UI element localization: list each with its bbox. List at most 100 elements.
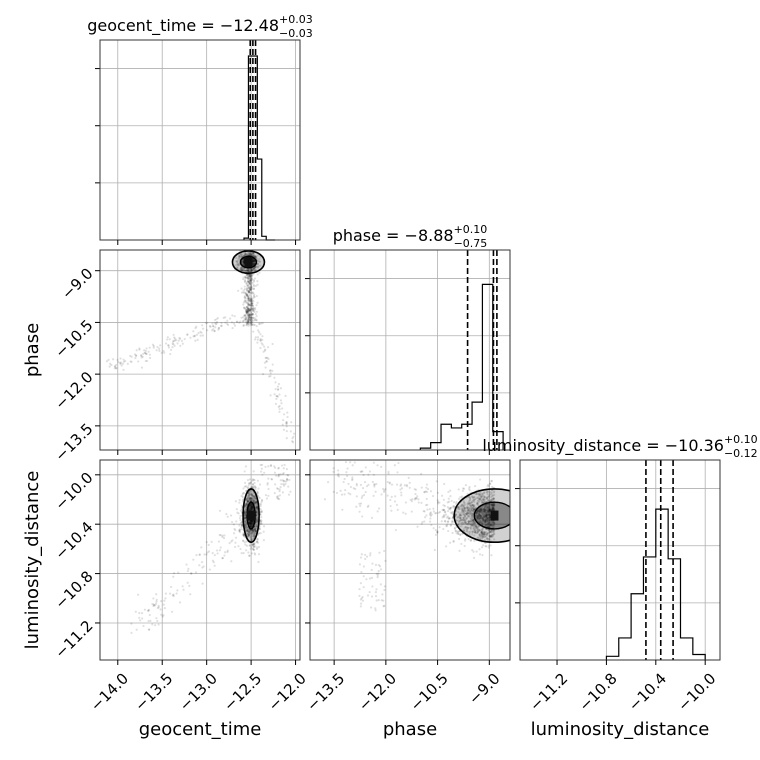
sample-point [443, 511, 447, 514]
sample-point [462, 529, 465, 532]
sample-point [488, 516, 491, 519]
sample-point [217, 326, 221, 329]
sample-point [252, 262, 255, 265]
sample-point [245, 496, 248, 499]
sample-point [434, 533, 438, 536]
sample-point [252, 500, 255, 503]
sample-point [252, 543, 256, 546]
sample-point [276, 495, 280, 498]
sample-point [243, 515, 246, 518]
sample-point [467, 512, 470, 516]
sample-point [462, 513, 466, 516]
sample-point [471, 522, 475, 525]
sample-point [470, 505, 473, 509]
sample-point [250, 523, 254, 526]
sample-point [250, 520, 254, 523]
sample-point [247, 269, 250, 273]
sample-point [459, 533, 462, 536]
sample-point [489, 522, 492, 525]
sample-point [484, 520, 487, 523]
sample-point [236, 260, 239, 263]
sample-point [264, 465, 267, 468]
sample-point [277, 467, 280, 470]
sample-point [491, 523, 494, 526]
sample-point [478, 509, 481, 513]
sample-point [389, 498, 392, 502]
sample-point [477, 510, 481, 514]
sample-point [493, 523, 496, 527]
sample-point [285, 421, 288, 424]
sample-point [249, 318, 252, 321]
sample-point [476, 514, 479, 518]
sample-point [490, 498, 493, 501]
sample-point [463, 519, 466, 522]
sample-point [254, 530, 257, 534]
sample-point [411, 498, 414, 501]
sample-point [251, 299, 254, 303]
sample-point [205, 553, 208, 556]
sample-point [253, 528, 257, 531]
sample-point [248, 322, 251, 325]
sample-point [246, 529, 249, 533]
sample-point [443, 513, 446, 517]
sample-point [260, 467, 263, 470]
sample-point [186, 333, 189, 336]
sample-point [248, 269, 251, 272]
sample-point [254, 553, 257, 556]
sample-point [355, 505, 358, 508]
sample-point [289, 490, 292, 493]
sample-point [446, 523, 449, 526]
sample-point [485, 519, 488, 522]
sample-point [256, 263, 259, 266]
sample-point [250, 303, 254, 306]
sample-point [492, 530, 495, 533]
sample-point [275, 495, 279, 498]
sample-point [414, 497, 418, 500]
sample-point [206, 551, 209, 554]
sample-point [491, 524, 494, 527]
sample-point [473, 528, 477, 532]
sample-point [489, 524, 492, 527]
sample-point [249, 307, 252, 310]
sample-point [261, 321, 264, 325]
sample-point [355, 482, 358, 486]
sample-point [254, 505, 257, 509]
sample-point [251, 252, 255, 255]
sample-point [478, 500, 481, 504]
sample-point [244, 502, 247, 505]
sample-point [252, 296, 255, 299]
sample-point [481, 522, 484, 525]
sample-point [258, 331, 261, 334]
sample-point [247, 308, 250, 311]
sample-point [478, 509, 481, 512]
sample-point [465, 526, 468, 529]
sample-point [484, 511, 487, 515]
sample-point [366, 594, 370, 597]
sample-point [255, 508, 259, 511]
sample-point [250, 302, 253, 305]
sample-point [381, 593, 384, 596]
sample-point [389, 504, 392, 508]
sample-point [248, 252, 251, 256]
sample-point [373, 483, 376, 487]
sample-point [249, 520, 252, 523]
sample-point [472, 505, 475, 509]
sample-point [490, 508, 493, 511]
sample-point [489, 508, 492, 511]
sample-point [340, 493, 344, 496]
sample-point [487, 516, 490, 520]
sample-point [469, 507, 473, 510]
sample-point [251, 254, 254, 257]
sample-point [449, 495, 452, 498]
sample-point [467, 522, 470, 525]
sample-point [489, 524, 492, 527]
sample-point [249, 529, 252, 532]
sample-point [485, 491, 488, 494]
sample-point [261, 499, 264, 502]
sample-point [277, 497, 280, 500]
sample-point [251, 520, 255, 523]
sample-point [472, 505, 476, 509]
sample-point [250, 504, 254, 508]
sample-point [147, 609, 150, 612]
sample-point [142, 352, 145, 356]
